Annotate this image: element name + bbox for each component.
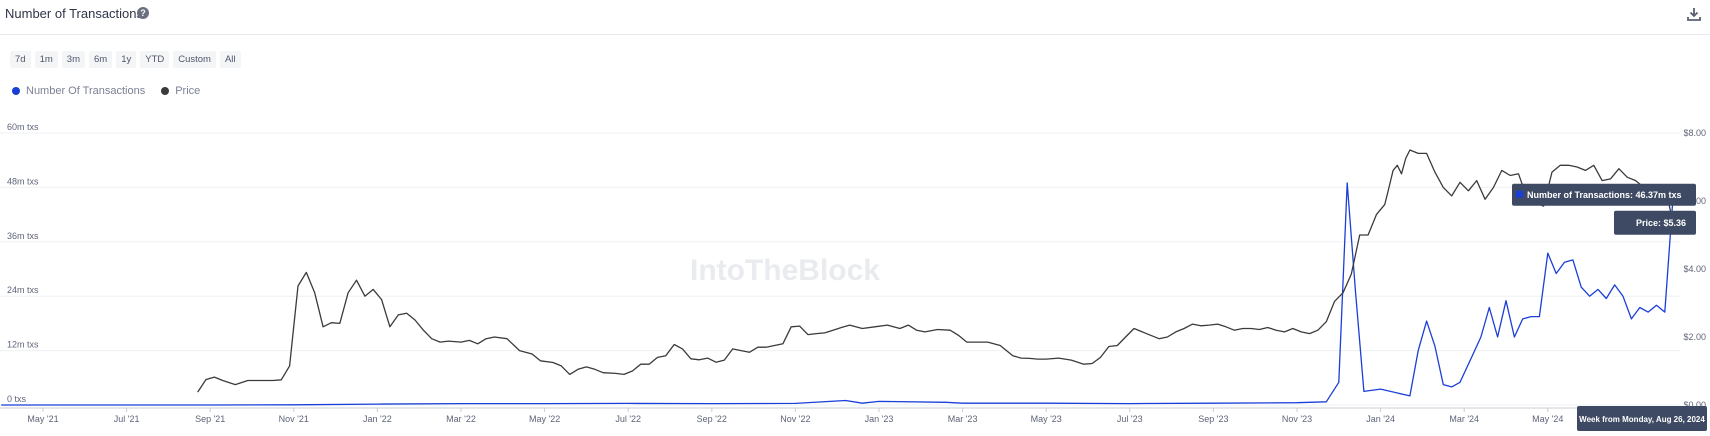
x-tick-label: Mar '23 (948, 414, 978, 424)
page-title: Number of Transactions (5, 6, 144, 21)
range-1m-button[interactable]: 1m (34, 51, 58, 68)
y-left-tick-label: 60m txs (7, 122, 39, 132)
x-tick-label: Sep '23 (1198, 414, 1228, 424)
axis-layer: 0 txs 12m txs 24m txs 36m txs 48m txs 60m txs… (0, 122, 1706, 424)
x-tick-label: Jul '21 (114, 414, 140, 424)
y-right-tick-label: $4.00 (1683, 264, 1706, 274)
x-tick-label: Mar '22 (446, 414, 476, 424)
x-tick-label: Jan '24 (1366, 414, 1395, 424)
x-tick-label: May '23 (1031, 414, 1062, 424)
download-icon[interactable] (1686, 6, 1702, 22)
y-left-tick-label: 0 txs (7, 394, 27, 404)
x-tick-label: Nov '23 (1282, 414, 1312, 424)
range-3m-button[interactable]: 3m (61, 51, 85, 68)
range-6m-button[interactable]: 6m (88, 51, 113, 68)
range-1y-button[interactable]: 1y (116, 51, 137, 68)
y-left-tick-label: 12m txs (7, 340, 39, 350)
range-7d-button[interactable]: 7d (10, 51, 31, 68)
legend-item-price[interactable]: Price (161, 85, 200, 97)
tooltip-transactions-text: Number of Transactions: 46.37m txs (1527, 190, 1682, 200)
x-tick-label: Sep '22 (697, 414, 727, 424)
x-tick-label: Jan '23 (865, 414, 894, 424)
chart-legend: Number Of Transactions Price (12, 85, 200, 97)
legend-dot-transactions (12, 87, 20, 95)
tooltip-transactions-swatch (1516, 190, 1523, 198)
y-right-tick-label: $8.00 (1683, 128, 1706, 138)
legend-label-price: Price (175, 85, 201, 97)
legend-item-transactions[interactable]: Number Of Transactions (12, 85, 145, 97)
range-custom-button[interactable]: Custom (173, 51, 216, 68)
price-series-line (197, 149, 1674, 393)
x-tick-label: May '24 (1532, 414, 1563, 424)
x-tick-label: Nov '21 (279, 414, 309, 424)
x-tick-label: Nov '22 (780, 414, 810, 424)
y-right-tick-label: $0.00 (1683, 400, 1706, 410)
tooltip-layer: Number of Transactions: 46.37m txs Price:… (1512, 183, 1707, 431)
x-tick-label: May '21 (27, 414, 58, 424)
x-tick-label: Sep '21 (195, 414, 225, 424)
question-icon[interactable]: ? (137, 7, 149, 19)
x-tick-label: Jan '22 (363, 414, 392, 424)
tooltip-date-box (1577, 406, 1707, 431)
range-selector: 7d 1m 3m 6m 1y YTD Custom All (10, 51, 241, 68)
x-tick-label: Jul '23 (1117, 414, 1143, 424)
x-tick-label: Jul '22 (615, 414, 641, 424)
y-left-tick-label: 36m txs (7, 231, 39, 241)
legend-label-transactions: Number Of Transactions (26, 85, 146, 97)
tooltip-transactions-box (1512, 183, 1696, 206)
y-right-tick-label: $2.00 (1683, 332, 1706, 342)
range-ytd-button[interactable]: YTD (140, 51, 170, 68)
tooltip-price-box (1614, 210, 1696, 235)
tooltip-date-text: Week from Monday, Aug 26, 2024 (1579, 415, 1705, 424)
series-layer (1, 149, 1674, 406)
y-left-tick-label: 48m txs (7, 176, 39, 186)
watermark-text: IntoTheBlock (690, 254, 880, 287)
tooltip-price-text: Price: $5.36 (1636, 218, 1686, 228)
chart-header: Number of Transactions ? (0, 0, 1710, 35)
x-tick-label: May '22 (529, 414, 560, 424)
y-left-tick-label: 24m txs (7, 285, 39, 295)
transactions-series-line (1, 182, 1674, 406)
x-tick-label: Mar '24 (1449, 414, 1479, 424)
legend-dot-price (161, 87, 170, 95)
range-all-button[interactable]: All (219, 51, 241, 68)
